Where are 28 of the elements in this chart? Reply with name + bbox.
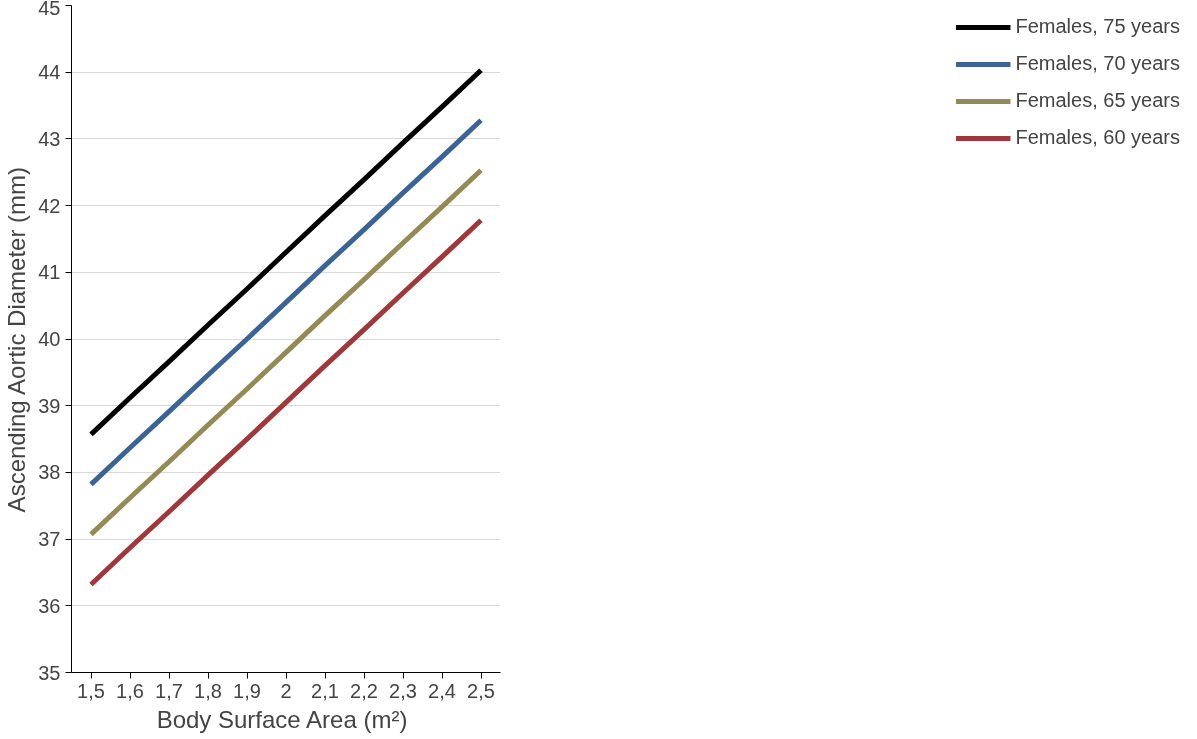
y-tick-label: 43 bbox=[38, 127, 61, 150]
y-tick-label: 41 bbox=[38, 261, 61, 284]
y-tick-label: 44 bbox=[38, 61, 61, 84]
x-tick-label: 1,7 bbox=[155, 679, 183, 702]
x-tick-label: 2,3 bbox=[389, 679, 417, 702]
y-tick-label: 37 bbox=[38, 528, 61, 551]
x-tick-label: 1,6 bbox=[116, 679, 144, 702]
legend-label: Females, 65 years bbox=[1015, 89, 1180, 112]
legend-label: Females, 70 years bbox=[1015, 52, 1180, 75]
legend-label: Females, 60 years bbox=[1015, 126, 1180, 149]
legend-label: Females, 75 years bbox=[1015, 15, 1180, 38]
y-tick-label: 36 bbox=[38, 594, 61, 617]
x-tick-label: 2 bbox=[280, 679, 292, 702]
x-tick-label: 2,1 bbox=[311, 679, 339, 702]
x-axis-title: Body Surface Area (m²) bbox=[156, 705, 408, 733]
y-tick-label: 35 bbox=[38, 661, 61, 684]
y-tick-label: 39 bbox=[38, 394, 61, 417]
y-tick-label: 42 bbox=[38, 194, 61, 217]
x-tick-label: 1,5 bbox=[77, 679, 105, 702]
y-axis-title: Ascending Aortic Diameter (mm) bbox=[3, 166, 31, 513]
y-tick-label: 38 bbox=[38, 461, 61, 484]
y-tick-label: 45 bbox=[38, 0, 61, 19]
x-tick-label: 2,5 bbox=[467, 679, 495, 702]
x-tick-label: 2,4 bbox=[428, 679, 456, 702]
x-tick-label: 1,9 bbox=[233, 679, 261, 702]
x-tick-label: 2,2 bbox=[350, 679, 378, 702]
y-tick-label: 40 bbox=[38, 328, 61, 350]
x-tick-label: 1,8 bbox=[194, 679, 222, 702]
